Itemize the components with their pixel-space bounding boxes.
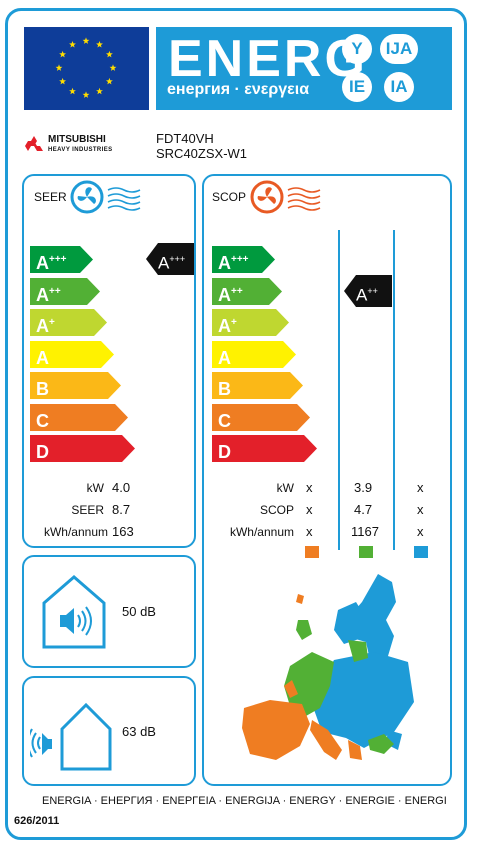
- scop-scale-arrow: D: [212, 435, 318, 462]
- brand-name: MITSUBISHI HEAVY INDUSTRIES: [48, 134, 113, 154]
- seer-kw-label: kW: [86, 481, 104, 495]
- seer-scale-arrow: D: [30, 435, 136, 462]
- scop-scale-arrow: A: [212, 340, 297, 368]
- indoor-unit-sound-icon: [40, 573, 108, 656]
- lang-code-y: Y: [342, 34, 372, 64]
- footer-languages: ENERGIA · ЕНЕРГИЯ · ΕΝΕΡΓΕΙΑ · ENERGIJA …: [42, 795, 447, 807]
- lang-code-ia: IA: [384, 72, 414, 102]
- seer-label: SEER: [34, 190, 67, 204]
- heating-fan-icon: [250, 180, 330, 221]
- eu-stars-icon: [55, 37, 117, 98]
- seer-kw-value: 4.0: [112, 480, 131, 495]
- lang-code-ija: IJA: [380, 34, 418, 64]
- scop-scale-label: D: [218, 442, 231, 462]
- eu-star-icon: [69, 41, 76, 48]
- eu-flag: [24, 27, 149, 110]
- seer-scale-arrow: B: [30, 372, 122, 399]
- eu-star-icon: [69, 87, 76, 95]
- outdoor-noise-value: 63 dB: [122, 724, 156, 739]
- scop-scale-arrow: A++: [212, 277, 283, 305]
- seer-scale-label: B: [36, 379, 49, 399]
- climate-zone-warm-swatch: [305, 546, 319, 558]
- eu-star-icon: [96, 41, 103, 48]
- eu-star-icon: [96, 87, 103, 95]
- energy-title: ENERG: [168, 30, 368, 88]
- europe-climate-map: [238, 570, 418, 785]
- seer-scale-label: D: [36, 442, 49, 462]
- scop-average-scop: 4.7: [354, 502, 373, 517]
- scop-scale-arrow: C: [212, 403, 311, 431]
- model-numbers: FDT40VH SRC40ZSX-W1: [156, 131, 247, 161]
- seer-scale-arrow: C: [30, 403, 129, 431]
- seer-seer-value: 8.7: [112, 502, 131, 517]
- lang-code-ie: IE: [342, 72, 372, 102]
- scop-label: SCOP: [212, 190, 247, 204]
- scop-warm-kw: x: [306, 480, 313, 495]
- scop-kw-label: kW: [276, 481, 294, 495]
- climate-zone-average-swatch: [359, 546, 373, 558]
- scop-column-divider: [338, 230, 340, 550]
- model-outdoor: SRC40ZSX-W1: [156, 146, 248, 161]
- scop-scale-label: A++: [218, 284, 243, 305]
- seer-kwh-label: kWh/annum: [43, 525, 108, 539]
- seer-scale-label: A+: [36, 316, 55, 336]
- outdoor-unit-sound-icon: [27, 695, 114, 778]
- scop-cold-kw: x: [417, 480, 424, 495]
- seer-scale-label: C: [36, 410, 49, 431]
- scop-scale-label: B: [218, 379, 231, 399]
- scop-scale-label: A+: [218, 316, 237, 336]
- seer-scale-arrow: A+++: [30, 246, 94, 273]
- scop-cold-kwh: x: [417, 524, 424, 539]
- scop-scale-label: A: [218, 347, 231, 368]
- seer-scale-arrow: A++: [30, 277, 101, 305]
- cooling-fan-icon: [70, 180, 150, 221]
- scop-average-kwh: 1167: [351, 524, 379, 539]
- scop-scale-arrow: B: [212, 372, 304, 399]
- seer-scale-arrow: A: [30, 340, 115, 368]
- scop-scale-label: A+++: [218, 253, 249, 273]
- seer-kwh-value: 163: [112, 524, 134, 539]
- seer-seer-label: SEER: [71, 503, 104, 517]
- seer-scale-label: A+++: [36, 253, 67, 273]
- scop-kwh-label: kWh/annum: [229, 525, 294, 539]
- regulation-number: 626/2011: [14, 815, 60, 827]
- scop-scale-label: C: [218, 410, 231, 431]
- indoor-noise-panel: [22, 555, 196, 668]
- seer-scale-label: A: [36, 347, 49, 368]
- scop-scop-label: SCOP: [259, 503, 294, 517]
- seer-scale-arrow: A+: [30, 309, 108, 336]
- eu-star-icon: [82, 37, 90, 44]
- eu-star-icon: [109, 64, 117, 71]
- scop-column-divider: [393, 230, 395, 550]
- model-indoor: FDT40VH: [156, 131, 214, 146]
- eu-star-icon: [59, 77, 66, 85]
- scop-cold-scop: x: [417, 502, 424, 517]
- scop-warm-scop: x: [306, 502, 313, 517]
- scop-warm-kwh: x: [306, 524, 313, 539]
- energy-subtitle: енергия · ενεργεια: [167, 81, 310, 98]
- mitsubishi-logo-icon: [24, 136, 44, 159]
- eu-star-icon: [55, 64, 63, 71]
- eu-star-icon: [82, 91, 90, 98]
- eu-star-icon: [59, 50, 66, 58]
- climate-zone-cold-swatch: [414, 546, 428, 558]
- scop-scale-arrow: A+++: [212, 246, 276, 273]
- indoor-noise-value: 50 dB: [122, 604, 156, 619]
- seer-scale-label: A++: [36, 284, 61, 305]
- scop-average-kw: 3.9: [354, 480, 373, 495]
- label-frame: [5, 8, 467, 840]
- scop-scale-arrow: A+: [212, 309, 290, 336]
- eu-star-icon: [106, 77, 113, 85]
- eu-star-icon: [106, 50, 113, 58]
